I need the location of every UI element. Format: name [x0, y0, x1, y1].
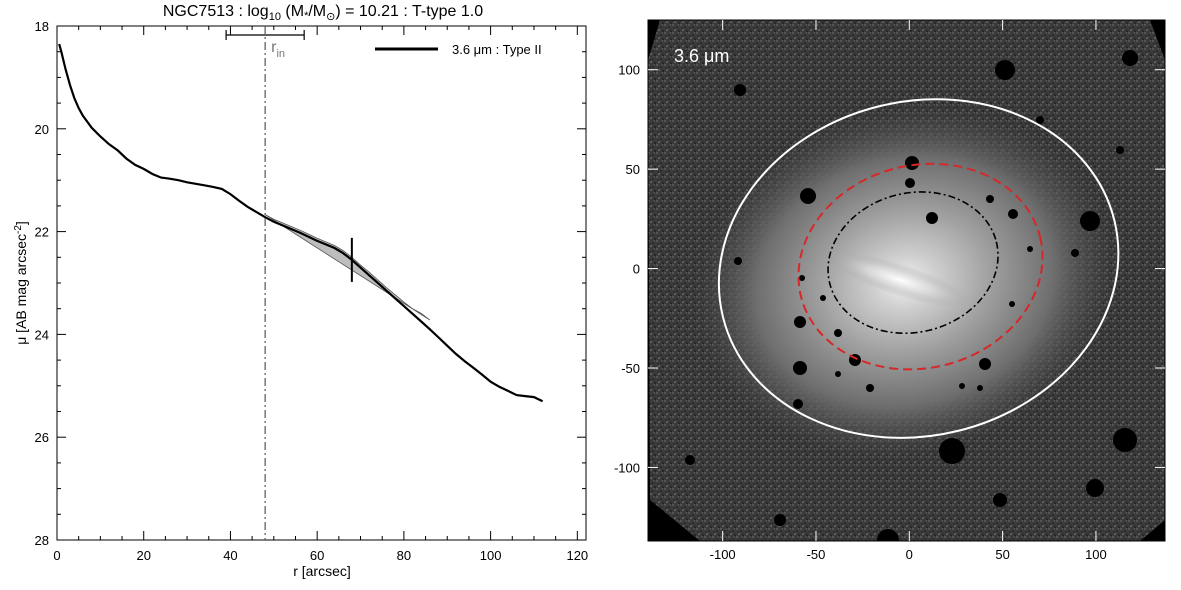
band-label: 3.6 μm	[674, 46, 729, 66]
y-tick-label: 20	[35, 122, 49, 137]
galaxy-image	[648, 20, 1165, 541]
mask-blob	[939, 438, 965, 464]
x-tick-label: 100	[480, 548, 502, 563]
y-label-end: ]	[13, 221, 29, 225]
img-x-tick-label: -100	[710, 547, 736, 562]
image-panel: -100 -50 0 50 100 -100 -50 0 50 100 3.6 μm	[614, 19, 1166, 562]
legend-label: 3.6 μm : Type II	[452, 42, 542, 57]
title-part-2: (M	[281, 3, 304, 20]
y-tick-label: 22	[35, 225, 49, 240]
y-axis-label: μ [AB mag arcsec-2]	[13, 221, 29, 345]
mask-blob	[799, 275, 805, 281]
mask-blob	[977, 385, 983, 391]
r-in-letter: r	[271, 39, 277, 56]
title-sub: 10	[269, 11, 281, 23]
mask-blob	[1036, 116, 1044, 124]
y-tick-label: 28	[35, 533, 49, 548]
y-label-main: μ [AB mag arcsec	[13, 234, 29, 345]
x-tick-label: 0	[53, 548, 60, 563]
mask-blob	[986, 195, 994, 203]
img-y-tick-label: 0	[633, 262, 640, 277]
isophote-ellipses	[717, 98, 1120, 439]
profile-plot: 0 20 40 60 80 100 120 18 20 22 24 26 28 rin r [arcse…	[13, 19, 588, 579]
r-in-label: rin	[271, 39, 285, 60]
mask-blob	[995, 60, 1015, 80]
mask-blob	[820, 295, 826, 301]
mask-blob	[993, 493, 1007, 507]
mask-blob	[734, 257, 742, 265]
x-tick-label: 80	[397, 548, 411, 563]
mask-blob	[800, 188, 816, 204]
img-y-tick-label: -50	[621, 361, 640, 376]
mask-blob	[793, 361, 807, 375]
profile-series	[58, 43, 544, 403]
title-part-1: NGC7513 : log	[163, 3, 269, 20]
x-axis-label: r [arcsec]	[293, 563, 351, 579]
mask-blob	[1086, 479, 1104, 497]
y-tick-label: 26	[35, 430, 49, 445]
profile-plot-frame	[56, 25, 587, 541]
img-x-tick-label: -50	[807, 547, 826, 562]
image-ticks: -100 -50 0 50 100 -100 -50 0 50 100	[614, 20, 1165, 562]
image-frame	[647, 19, 1166, 542]
y-tick-label: 18	[35, 19, 49, 34]
mask-blob	[926, 212, 938, 224]
profile-line	[58, 43, 544, 403]
mask-blob	[685, 455, 695, 465]
r-in-subscript: in	[276, 48, 285, 60]
mask-blob	[1080, 211, 1100, 231]
img-x-tick-label: 50	[995, 547, 1009, 562]
mask-blob	[834, 329, 842, 337]
mask-blob	[1116, 146, 1124, 154]
masked-sources	[685, 50, 1138, 541]
x-tick-label: 60	[310, 548, 324, 563]
mask-blob	[959, 383, 965, 389]
mask-blob	[794, 316, 806, 328]
mask-blob	[774, 514, 786, 526]
galaxy-bar	[831, 253, 969, 307]
y-tick-label: 24	[35, 327, 49, 342]
legend: 3.6 μm : Type II	[375, 42, 542, 57]
uncertainty-band-fill	[264, 214, 431, 321]
title-sub2: *	[304, 10, 309, 22]
profile-ticks: 0 20 40 60 80 100 120 18 20 22 24 26 28	[35, 19, 589, 563]
mask-blob	[905, 178, 915, 188]
mask-blob	[1027, 246, 1033, 252]
title-part-3: /M	[308, 3, 326, 20]
title-sun-symbol: ⊙	[326, 11, 335, 23]
x-tick-label: 40	[223, 548, 237, 563]
y-label-sup: -2	[13, 225, 24, 234]
img-x-tick-label: 100	[1085, 547, 1107, 562]
x-tick-label: 120	[566, 548, 588, 563]
mask-blob	[866, 384, 874, 392]
img-y-tick-label: 100	[618, 63, 640, 78]
profile-annotations: rin	[225, 26, 353, 540]
mask-blob	[793, 399, 803, 409]
img-y-tick-label: 50	[626, 162, 640, 177]
mask-blob	[1122, 50, 1138, 66]
mask-blob	[1009, 301, 1015, 307]
x-tick-label: 20	[136, 548, 150, 563]
outer-ellipse	[717, 98, 1120, 439]
inner-ellipse	[827, 191, 999, 335]
mask-blob	[877, 529, 899, 541]
mask-blob	[835, 371, 841, 377]
mask-blob	[905, 156, 919, 170]
mask-blob	[734, 84, 746, 96]
mask-blob	[979, 358, 991, 370]
mask-blob	[1113, 428, 1137, 452]
mid-ellipse	[797, 162, 1044, 371]
img-y-tick-label: -100	[614, 460, 640, 475]
uncertainty-band	[264, 214, 431, 321]
title-part-4: ) = 10.21 : T-type 1.0	[335, 3, 483, 20]
chart-title: NGC7513 : log10 (M*/M⊙) = 10.21 : T-type…	[163, 3, 483, 23]
mask-blob	[1071, 249, 1079, 257]
img-x-tick-label: 0	[906, 547, 913, 562]
mask-blob	[1008, 209, 1018, 219]
